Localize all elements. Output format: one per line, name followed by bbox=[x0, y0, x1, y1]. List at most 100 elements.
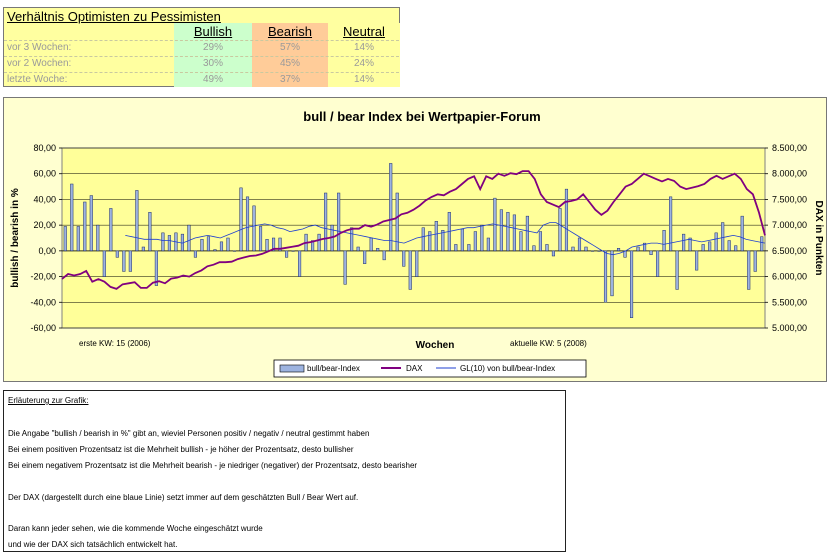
row-label: vor 2 Wochen: bbox=[7, 58, 72, 69]
bar bbox=[76, 226, 80, 252]
dax-line bbox=[61, 170, 766, 290]
bar bbox=[154, 250, 158, 286]
summary-title: Verhältnis Optimisten zu Pessimisten bbox=[7, 9, 221, 24]
bar bbox=[473, 231, 477, 252]
bar bbox=[89, 195, 93, 252]
y2-tick-label: 6.000,00 bbox=[772, 272, 807, 282]
bar bbox=[369, 237, 373, 252]
y-tick-label: -20,00 bbox=[30, 272, 56, 282]
bar bbox=[506, 212, 510, 252]
y-tick-label: 0,00 bbox=[38, 246, 56, 256]
y2-tick-label: 8.500,00 bbox=[772, 143, 807, 153]
neutral-value: 14% bbox=[353, 42, 374, 53]
bar bbox=[402, 250, 406, 267]
bar bbox=[109, 208, 113, 252]
y-tick-label: 80,00 bbox=[33, 143, 56, 153]
bar bbox=[571, 246, 575, 252]
header-bearish: Bearish bbox=[267, 24, 313, 39]
y-tick-label: 40,00 bbox=[33, 194, 56, 204]
bar bbox=[434, 221, 438, 252]
bar bbox=[649, 250, 653, 255]
row-label: letzte Woche: bbox=[7, 74, 68, 85]
bar bbox=[389, 163, 393, 252]
bar bbox=[245, 196, 250, 252]
bar bbox=[96, 224, 100, 252]
bar bbox=[193, 250, 197, 258]
explanation-line: Die Angabe "bullish / bearish in %" gibt… bbox=[8, 429, 370, 438]
bar bbox=[317, 233, 321, 252]
bullish-value: 30% bbox=[202, 58, 223, 69]
bar bbox=[167, 235, 171, 252]
explanation-heading: Erläuterung zur Grafik: bbox=[8, 396, 89, 405]
explanation-line: und wie der DAX sich tatsächlich entwick… bbox=[8, 540, 178, 549]
bar bbox=[538, 231, 542, 252]
legend: bull/bear-Index DAX GL(10) von bull/bear… bbox=[273, 359, 587, 378]
bar bbox=[415, 250, 419, 277]
bar bbox=[408, 250, 412, 290]
bar bbox=[675, 250, 679, 290]
bar bbox=[486, 237, 490, 252]
bar bbox=[382, 250, 386, 261]
bar bbox=[558, 208, 562, 252]
bar bbox=[226, 237, 230, 252]
bar bbox=[291, 250, 295, 252]
bar bbox=[271, 237, 276, 252]
explanation-line: Bei einem positiven Prozentsatz ist die … bbox=[8, 445, 354, 454]
bar bbox=[525, 215, 529, 252]
bearish-value: 45% bbox=[279, 58, 300, 69]
bar bbox=[213, 249, 217, 252]
bearish-value: 57% bbox=[279, 42, 300, 53]
legend-label-dax: DAX bbox=[406, 364, 423, 373]
bar bbox=[545, 244, 549, 252]
bullish-value: 29% bbox=[202, 42, 223, 53]
bar bbox=[324, 192, 328, 252]
y-tick-label: 20,00 bbox=[33, 220, 56, 230]
bar bbox=[395, 192, 399, 252]
y-tick-label: -60,00 bbox=[30, 323, 56, 333]
legend-label-bar: bull/bear-Index bbox=[307, 364, 360, 373]
bar bbox=[636, 246, 640, 252]
summary-row: vor 2 Wochen: 30% 45% 24% bbox=[4, 56, 399, 73]
explanation-line: Daran kann jeder sehen, wie die kommende… bbox=[8, 524, 263, 533]
header-neutral: Neutral bbox=[343, 24, 385, 39]
bar bbox=[714, 232, 718, 252]
legend-box bbox=[273, 359, 587, 378]
bar bbox=[337, 192, 341, 252]
bar bbox=[669, 196, 673, 252]
start-note: erste KW: 15 (2006) bbox=[79, 339, 151, 348]
bar bbox=[63, 226, 67, 252]
y2-tick-label: 5.000,00 bbox=[772, 323, 807, 333]
bar bbox=[219, 241, 224, 252]
bar bbox=[83, 201, 87, 252]
explanation-line: Bei einem negativem Prozentsatz ist die … bbox=[8, 461, 418, 470]
bar bbox=[363, 250, 367, 264]
bar bbox=[135, 190, 139, 252]
bar bbox=[350, 227, 354, 252]
bar bbox=[428, 231, 432, 252]
bar bbox=[467, 244, 471, 252]
explanation-line: Der DAX (dargestellt durch eine blaue Li… bbox=[8, 493, 359, 502]
bar bbox=[311, 240, 315, 252]
header-bullish: Bullish bbox=[193, 24, 233, 39]
bar bbox=[232, 250, 237, 252]
bar bbox=[206, 236, 211, 252]
y2-tick-label: 6.500,00 bbox=[772, 246, 807, 256]
bar bbox=[662, 230, 666, 252]
bar bbox=[239, 187, 243, 252]
neutral-value: 14% bbox=[353, 74, 374, 85]
bar bbox=[721, 222, 725, 252]
bar bbox=[590, 250, 595, 252]
bar bbox=[734, 245, 738, 252]
bar bbox=[278, 237, 282, 252]
bullish-value: 49% bbox=[202, 74, 223, 85]
bar bbox=[70, 183, 74, 252]
bar bbox=[480, 224, 484, 252]
bar bbox=[376, 248, 380, 252]
bearish-column bbox=[252, 23, 328, 87]
bull-bear-chart: bull / bear Index bei Wertpapier-Forum 8… bbox=[3, 97, 827, 382]
bar bbox=[564, 188, 569, 252]
bar bbox=[643, 242, 647, 252]
bar bbox=[630, 250, 634, 318]
x-axis-label: Wochen bbox=[416, 340, 455, 351]
bar bbox=[161, 232, 165, 252]
